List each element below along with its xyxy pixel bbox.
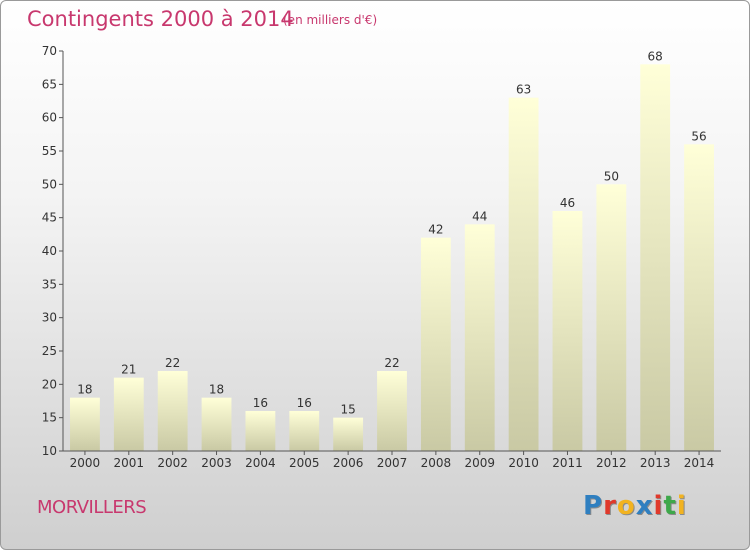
bar-2009: [464, 224, 495, 451]
commune-name: MORVILLERS: [37, 497, 147, 518]
x-tick-label-2004: 2004: [245, 456, 276, 470]
x-tick-label-2009: 2009: [464, 456, 495, 470]
y-tick-label: 20: [42, 377, 57, 391]
data-labels-group: 18 21 22 18 16 16 15 22 42 44 63 46 50 68 56: [77, 49, 706, 416]
bar-2014: [684, 144, 714, 452]
data-label-2003: 18: [209, 383, 224, 397]
data-label-2006: 15: [340, 403, 355, 417]
data-label-2001: 21: [121, 363, 136, 377]
x-tick-label-2010: 2010: [508, 456, 539, 470]
x-tick-label-2013: 2013: [640, 456, 671, 470]
x-tick-label-2000: 2000: [70, 456, 101, 470]
logo-letter: x: [635, 491, 654, 521]
bar-2007: [377, 371, 407, 451]
data-label-2008: 42: [428, 223, 443, 237]
logo-letter: i: [653, 491, 664, 521]
data-label-2012: 50: [604, 169, 619, 183]
x-tick-label-2001: 2001: [114, 456, 145, 470]
y-tick-label: 65: [42, 77, 57, 91]
bar-2000: [70, 397, 100, 451]
y-tick-label: 35: [42, 277, 57, 291]
bar-2012: [596, 184, 627, 452]
bars-group: [70, 64, 714, 452]
proxiti-logo: Proxiti: [583, 491, 687, 521]
x-tick-label-2014: 2014: [684, 456, 715, 470]
y-tick-label: 25: [42, 344, 57, 358]
data-label-2000: 18: [77, 383, 92, 397]
chart-title: Contingents 2000 à 2014: [27, 7, 294, 31]
x-tick-label-2002: 2002: [157, 456, 188, 470]
data-label-2013: 68: [648, 49, 663, 63]
y-tick-label: 60: [42, 111, 57, 125]
x-tick-label-2006: 2006: [333, 456, 364, 470]
x-tick-label-2011: 2011: [552, 456, 583, 470]
data-label-2007: 22: [384, 356, 399, 370]
y-axis: 10 15 20 25 30 35 40 45 50 55 60 65 70: [42, 44, 64, 458]
x-tick-label-2012: 2012: [596, 456, 627, 470]
logo-letter: t: [663, 491, 677, 521]
bar-2010: [508, 97, 539, 452]
data-label-2011: 46: [560, 196, 575, 210]
bar-2013: [640, 64, 671, 452]
x-axis: 2000 2001 2002 2003 2004 2005 2006 2007 2008 2009…: [63, 450, 721, 470]
logo-letter: r: [603, 491, 617, 521]
data-label-2002: 22: [165, 356, 180, 370]
x-tick-label-2003: 2003: [201, 456, 232, 470]
y-tick-label: 70: [42, 44, 57, 58]
bar-2008: [420, 237, 451, 451]
y-tick-label: 15: [42, 411, 57, 425]
y-tick-label: 40: [42, 244, 57, 258]
logo-letter: P: [583, 491, 604, 521]
y-tick-label: 45: [42, 211, 57, 225]
logo-letter: o: [616, 491, 636, 521]
data-label-2005: 16: [297, 396, 312, 410]
bar-2006: [333, 417, 364, 451]
bar-2001: [113, 377, 144, 451]
data-label-2014: 56: [691, 129, 706, 143]
y-tick-label: 55: [42, 144, 57, 158]
bar-2004: [245, 411, 276, 451]
y-tick-label: 50: [42, 177, 57, 191]
y-tick-label: 10: [42, 444, 57, 458]
chart-subtitle: (en milliers d'€): [283, 13, 378, 27]
logo-letter: i: [676, 491, 687, 521]
x-tick-label-2008: 2008: [421, 456, 452, 470]
x-tick-label-2007: 2007: [377, 456, 408, 470]
data-label-2009: 44: [472, 209, 487, 223]
bar-2011: [552, 211, 583, 451]
y-tick-label: 30: [42, 311, 57, 325]
x-tick-label-2005: 2005: [289, 456, 320, 470]
bar-2002: [157, 371, 188, 451]
bar-2005: [289, 411, 320, 451]
data-label-2004: 16: [253, 396, 268, 410]
bar-2003: [201, 397, 232, 451]
data-label-2010: 63: [516, 83, 531, 97]
